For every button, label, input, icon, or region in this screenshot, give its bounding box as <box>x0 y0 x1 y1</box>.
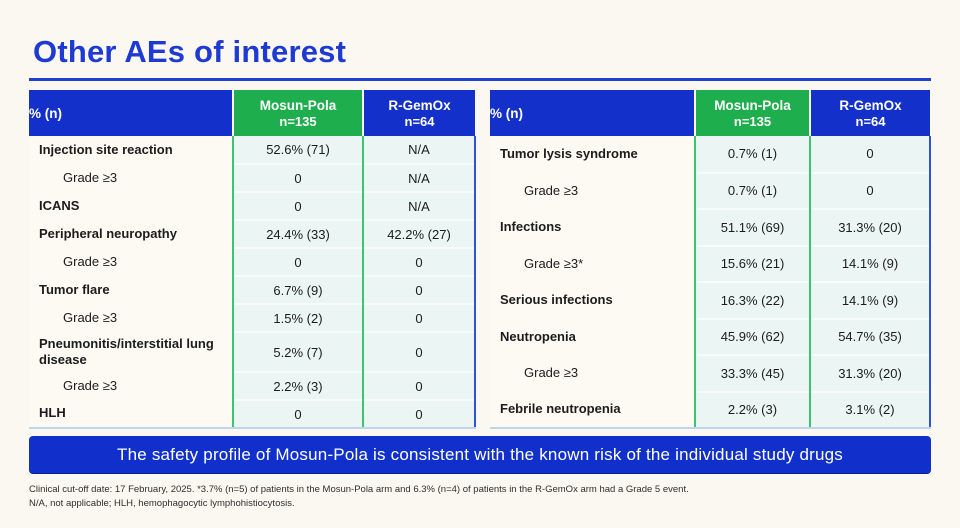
column-header-metric: % (n) <box>29 90 233 136</box>
table-header-row: % (n) Mosun-Pola n=135 R-GemOx n=64 <box>490 90 930 136</box>
table-row: Grade ≥3 0 N/A <box>29 163 476 192</box>
value-r-gemox: N/A <box>363 136 476 164</box>
summary-banner: The safety profile of Mosun-Pola is cons… <box>29 436 931 473</box>
value-r-gemox: 42.2% (27) <box>363 219 476 248</box>
value-mosun-pola: 0 <box>232 191 364 220</box>
arm-n: n=135 <box>733 113 772 129</box>
value-mosun-pola: 52.6% (71) <box>232 136 364 164</box>
row-label: Febrile neutropenia <box>490 391 695 429</box>
table-row: Injection site reaction 52.6% (71) N/A <box>29 136 476 164</box>
row-label: Grade ≥3 <box>29 304 233 332</box>
row-label: Tumor lysis syndrome <box>490 136 695 173</box>
value-r-gemox: 0 <box>363 247 476 276</box>
row-label: Grade ≥3* <box>490 245 695 282</box>
table-row: HLH 0 0 <box>29 399 476 429</box>
column-header-mosun-pola: Mosun-Pola n=135 <box>694 90 811 136</box>
value-mosun-pola: 51.1% (69) <box>694 208 811 246</box>
tables-container: % (n) Mosun-Pola n=135 R-GemOx n=64 Inje… <box>29 90 931 429</box>
value-r-gemox: 0 <box>810 171 931 209</box>
arm-n: n=64 <box>855 113 886 129</box>
value-r-gemox: N/A <box>363 163 476 192</box>
value-r-gemox: 0 <box>810 136 931 173</box>
row-label: Peripheral neuropathy <box>29 220 233 248</box>
row-label: Neutropenia <box>490 318 695 355</box>
value-mosun-pola: 33.3% (45) <box>694 354 811 392</box>
value-mosun-pola: 15.6% (21) <box>694 244 811 282</box>
column-header-mosun-pola: Mosun-Pola n=135 <box>232 90 364 136</box>
ae-table-left: % (n) Mosun-Pola n=135 R-GemOx n=64 Inje… <box>29 90 476 429</box>
table-row: Tumor flare 6.7% (9) 0 <box>29 275 476 304</box>
table-row: ICANS 0 N/A <box>29 191 476 220</box>
value-r-gemox: 31.3% (20) <box>810 208 931 246</box>
summary-banner-text: The safety profile of Mosun-Pola is cons… <box>117 444 843 464</box>
column-header-metric: % (n) <box>490 90 695 136</box>
value-mosun-pola: 16.3% (22) <box>694 281 811 319</box>
footnotes: Clinical cut-off date: 17 February, 2025… <box>29 483 931 512</box>
value-r-gemox: 0 <box>363 331 476 372</box>
row-label: ICANS <box>29 192 233 220</box>
value-r-gemox: 14.1% (9) <box>810 244 931 282</box>
arm-name: Mosun-Pola <box>714 97 791 113</box>
row-label: Grade ≥3 <box>490 355 695 392</box>
row-label: Injection site reaction <box>29 136 233 164</box>
page-title: Other AEs of interest <box>33 34 347 69</box>
table-row: Grade ≥3* 15.6% (21) 14.1% (9) <box>490 244 931 282</box>
row-label: HLH <box>29 400 233 429</box>
value-r-gemox: 14.1% (9) <box>810 281 931 319</box>
row-label: Grade ≥3 <box>29 372 233 400</box>
value-r-gemox: 0 <box>363 399 476 429</box>
column-header-r-gemox: R-GemOx n=64 <box>363 90 475 136</box>
table-row: Grade ≥3 33.3% (45) 31.3% (20) <box>490 354 931 392</box>
value-r-gemox: 0 <box>363 275 476 304</box>
arm-name: R-GemOx <box>839 97 902 113</box>
table-row: Tumor lysis syndrome 0.7% (1) 0 <box>490 136 931 173</box>
value-r-gemox: 3.1% (2) <box>810 390 931 429</box>
arm-name: Mosun-Pola <box>259 97 337 113</box>
row-label: Serious infections <box>490 282 695 319</box>
table-row: Neutropenia 45.9% (62) 54.7% (35) <box>490 317 931 355</box>
ae-table-right: % (n) Mosun-Pola n=135 R-GemOx n=64 Tumo… <box>490 90 931 429</box>
value-mosun-pola: 1.5% (2) <box>232 303 364 332</box>
table-row: Grade ≥3 0 0 <box>29 247 476 276</box>
row-label: Infections <box>490 209 695 246</box>
value-mosun-pola: 0 <box>232 163 364 192</box>
table-row: Febrile neutropenia 2.2% (3) 3.1% (2) <box>490 390 931 429</box>
table-row: Grade ≥3 1.5% (2) 0 <box>29 303 476 332</box>
value-mosun-pola: 0.7% (1) <box>694 136 811 173</box>
table-row: Serious infections 16.3% (22) 14.1% (9) <box>490 281 931 319</box>
row-label: Grade ≥3 <box>29 164 233 192</box>
row-label: Tumor flare <box>29 276 233 304</box>
value-mosun-pola: 24.4% (33) <box>232 219 364 248</box>
value-mosun-pola: 0 <box>232 399 364 429</box>
title-divider <box>29 78 931 81</box>
arm-n: n=64 <box>404 113 435 129</box>
table-header-row: % (n) Mosun-Pola n=135 R-GemOx n=64 <box>29 90 475 136</box>
value-r-gemox: 31.3% (20) <box>810 354 931 392</box>
value-mosun-pola: 45.9% (62) <box>694 317 811 355</box>
value-r-gemox: 0 <box>363 303 476 332</box>
row-label: Grade ≥3 <box>490 172 695 209</box>
arm-n: n=135 <box>279 113 317 129</box>
arm-name: R-GemOx <box>388 97 451 113</box>
value-r-gemox: N/A <box>363 191 476 220</box>
value-mosun-pola: 2.2% (3) <box>232 371 364 400</box>
value-mosun-pola: 0 <box>232 247 364 276</box>
value-r-gemox: 0 <box>363 371 476 400</box>
table-row: Grade ≥3 0.7% (1) 0 <box>490 171 931 209</box>
table-row: Peripheral neuropathy 24.4% (33) 42.2% (27… <box>29 219 476 248</box>
table-row: Grade ≥3 2.2% (3) 0 <box>29 371 476 400</box>
value-mosun-pola: 5.2% (7) <box>232 331 364 372</box>
footnote-line: Clinical cut-off date: 17 February, 2025… <box>29 484 689 495</box>
value-mosun-pola: 2.2% (3) <box>694 390 811 429</box>
table-row: Pneumonitis/interstitial lung disease 5.2… <box>29 331 476 372</box>
row-label: Grade ≥3 <box>29 248 233 276</box>
value-mosun-pola: 0.7% (1) <box>694 171 811 209</box>
value-r-gemox: 54.7% (35) <box>810 317 931 355</box>
column-header-r-gemox: R-GemOx n=64 <box>810 90 930 136</box>
table-row: Infections 51.1% (69) 31.3% (20) <box>490 208 931 246</box>
value-mosun-pola: 6.7% (9) <box>232 275 364 304</box>
footnote-line: N/A, not applicable; HLH, hemophagocytic… <box>29 498 295 510</box>
row-label: Pneumonitis/interstitial lung disease <box>29 332 233 372</box>
